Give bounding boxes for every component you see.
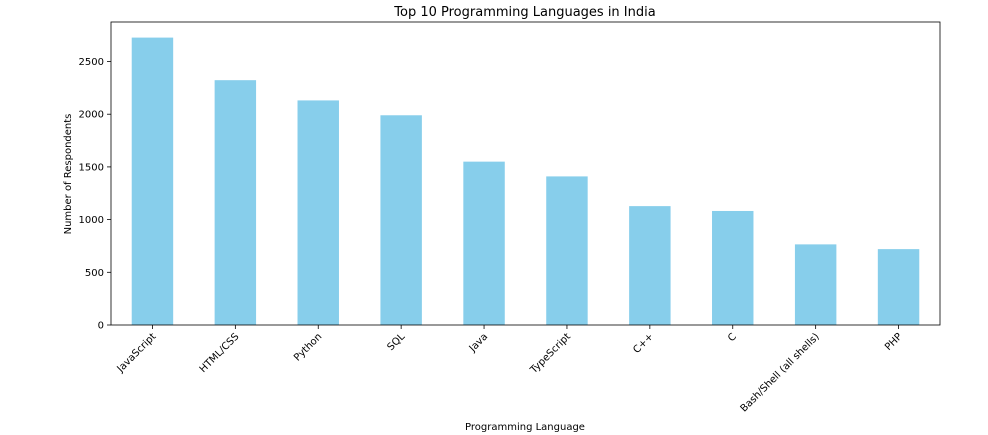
bar-1 bbox=[214, 80, 257, 326]
y-tick-label-2: 1000 bbox=[79, 215, 104, 226]
x-tick-label-3: SQL bbox=[385, 331, 407, 353]
x-tick-label-9: PHP bbox=[883, 331, 905, 353]
x-tick-label-7: C bbox=[726, 331, 739, 344]
bar-2 bbox=[297, 100, 339, 325]
bar-6 bbox=[629, 206, 671, 325]
y-tick-label-3: 1500 bbox=[79, 162, 104, 173]
bar-5 bbox=[546, 176, 588, 325]
x-tick-label-6: C++ bbox=[631, 331, 656, 356]
x-tick-label-4: Java bbox=[467, 331, 490, 354]
bar-9 bbox=[877, 249, 920, 325]
bar-8 bbox=[794, 244, 837, 325]
y-tick-label-0: 0 bbox=[98, 321, 104, 332]
x-axis-label: Programming Language bbox=[465, 422, 585, 433]
bar-3 bbox=[380, 115, 422, 326]
y-tick-label-4: 2000 bbox=[79, 110, 104, 121]
x-tick-label-0: JavaScript bbox=[115, 331, 159, 375]
plot-area: 0 500 1000 1500 2000 2500 JavaScript HTML/CSS Py… bbox=[79, 21, 941, 415]
chart-title: Top 10 Programming Languages in India bbox=[393, 5, 655, 20]
x-tick-label-2: Python bbox=[292, 331, 324, 363]
bar-0 bbox=[131, 37, 174, 325]
x-tick-label-8: Bash/Shell (all shells) bbox=[739, 331, 822, 414]
y-tick-label-5: 2500 bbox=[79, 57, 104, 68]
bar-4 bbox=[463, 161, 505, 325]
x-tick-label-5: TypeScript bbox=[528, 331, 573, 376]
y-tick-label-1: 500 bbox=[85, 268, 104, 279]
plot-frame bbox=[110, 21, 941, 326]
y-axis-label: Number of Respondents bbox=[63, 114, 74, 235]
x-tick-label-1: HTML/CSS bbox=[198, 331, 242, 375]
bar-7 bbox=[712, 210, 754, 325]
